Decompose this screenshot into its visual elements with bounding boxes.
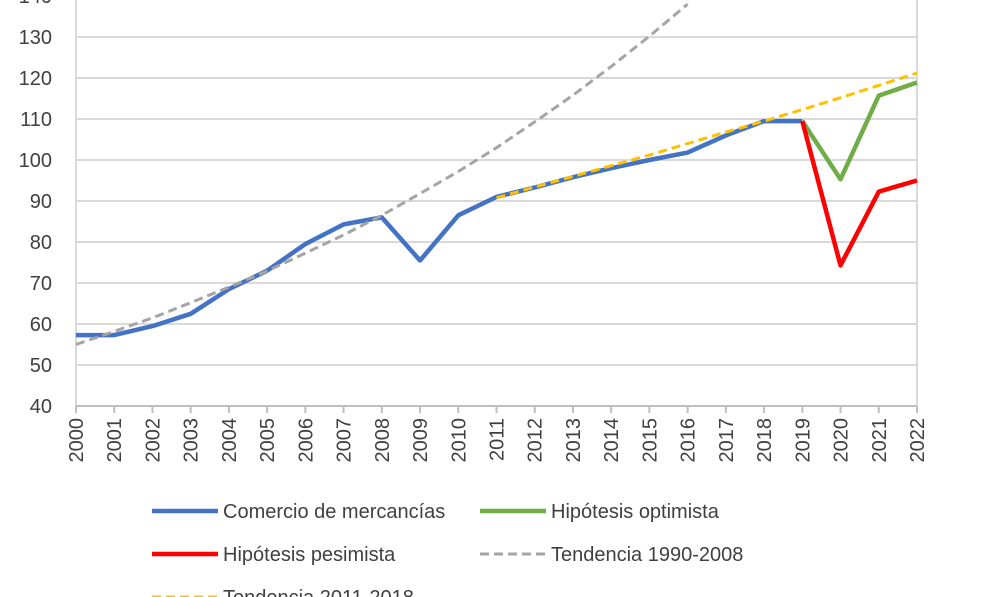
x-tick-label: 2013 xyxy=(563,418,585,463)
y-axis-ticks: 40 50 60 70 80 90 100 110 120 130 140 xyxy=(19,0,52,418)
x-tick-label: 2022 xyxy=(907,418,929,463)
x-tick-label: 2002 xyxy=(142,418,164,463)
x-tick-label: 2011 xyxy=(487,418,509,461)
gridlines xyxy=(76,36,917,366)
x-tick-label: 2009 xyxy=(410,418,432,463)
legend-label-3: Hipótesis pesimista xyxy=(223,544,396,566)
x-tick-label: 2016 xyxy=(678,418,700,463)
x-tick-label: 2005 xyxy=(257,418,279,463)
x-tick-label: 2010 xyxy=(448,418,470,463)
series-line-4 xyxy=(75,3,689,346)
x-tick-label: 2021 xyxy=(869,418,891,463)
x-tick-label: 2008 xyxy=(372,418,394,463)
x-tick-label: 2019 xyxy=(792,418,814,463)
y-tick-label: 100 xyxy=(19,150,52,172)
y-tick-label: 50 xyxy=(30,355,52,377)
x-tick-label: 2012 xyxy=(525,418,547,463)
y-tick-label: 130 xyxy=(19,27,52,49)
series-line-1 xyxy=(76,118,803,338)
x-tick-label: 2017 xyxy=(716,418,738,463)
series-line-2 xyxy=(800,80,918,182)
legend-label-2: Hipótesis optimista xyxy=(551,501,720,523)
legend-label-4: Tendencia 1990-2008 xyxy=(551,544,743,566)
y-tick-label: 120 xyxy=(19,68,52,90)
x-tick-label: 2001 xyxy=(104,418,126,463)
y-tick-label: 90 xyxy=(30,191,52,213)
x-tick-label: 2004 xyxy=(219,418,241,463)
axes xyxy=(75,0,918,407)
y-tick-label: 80 xyxy=(30,232,52,254)
y-tick-label: 40 xyxy=(30,396,52,418)
legend-label-5: Tendencia 2011-2018 xyxy=(223,587,414,597)
x-tick-label: 2020 xyxy=(831,418,853,463)
x-tick-label: 2003 xyxy=(181,418,203,463)
y-tick-label: 60 xyxy=(30,314,52,336)
y-tick-label: 70 xyxy=(30,273,52,295)
series-line-5 xyxy=(496,71,918,200)
y-tick-label: 140 xyxy=(19,0,52,8)
plot-area xyxy=(75,3,918,346)
x-tick-label: 2007 xyxy=(334,418,356,463)
x-tick-label: 2000 xyxy=(66,418,88,463)
x-tick-label: 2015 xyxy=(639,418,661,463)
series-line-3 xyxy=(800,120,918,268)
y-tick-label: 110 xyxy=(20,109,52,131)
x-tick-label: 2014 xyxy=(601,418,623,463)
legend-label-1: Comercio de mercancías xyxy=(223,501,445,523)
x-tick-label: 2018 xyxy=(754,418,776,463)
legend: Comercio de mercancías Hipótesis optimist… xyxy=(152,501,743,597)
x-tick-label: 2006 xyxy=(295,418,317,463)
x-axis-ticks: 2000 2001 2002 2003 2004 2005 2006 2007 2008 2009… xyxy=(66,406,929,463)
